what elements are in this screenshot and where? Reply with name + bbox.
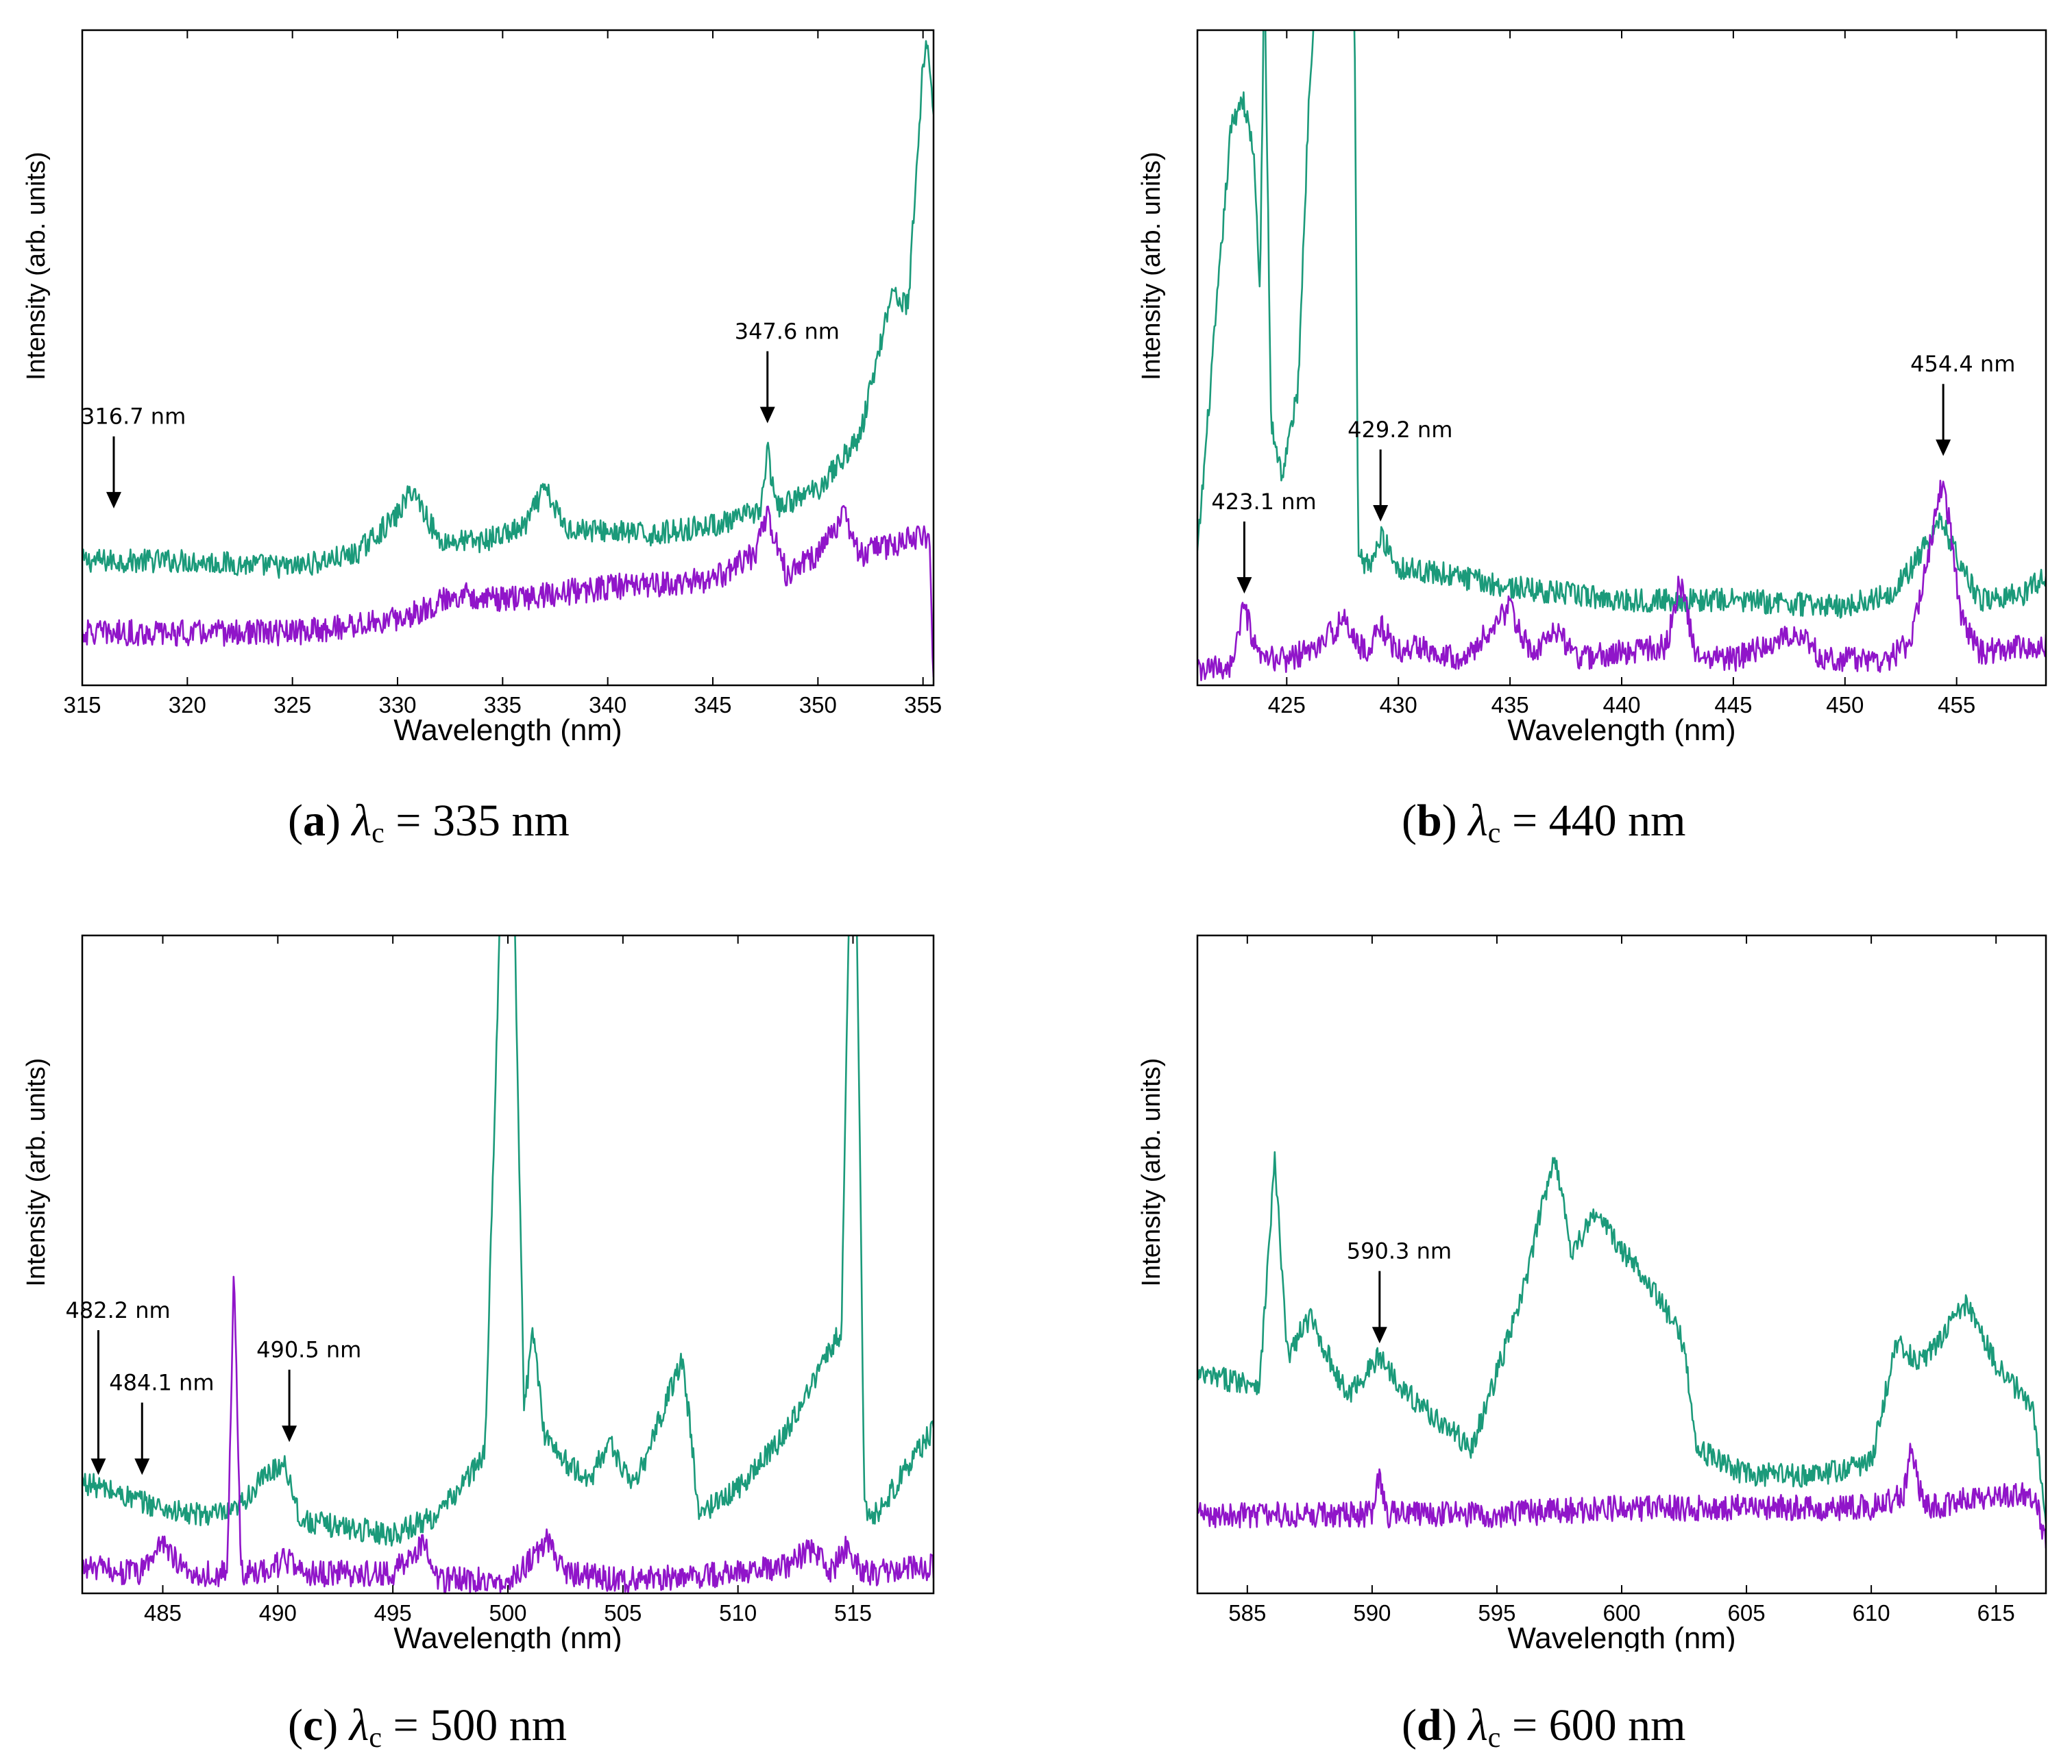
plot-frame-c — [81, 934, 935, 1595]
annotation-label-d-0: 590.3 nm — [1347, 1238, 1452, 1264]
x-tick-label-d-615: 615 — [1977, 1600, 2015, 1626]
x-tick-label-c-510: 510 — [719, 1600, 757, 1626]
series-line-green-d — [1197, 1151, 2046, 1524]
x-tick-label-c-500: 500 — [489, 1600, 526, 1626]
x-tick-label-a-350: 350 — [799, 692, 837, 718]
chart-d-svg: 585 590 595 600 605 610 615 Wavelength (nm) Inte… — [1137, 934, 2047, 1652]
series-line-purple-c — [82, 1275, 934, 1593]
annotation-arrow-head-b-0 — [1236, 577, 1252, 594]
chart-panel-b: 425 430 435 440 445 450 455 Wavelength (nm) Inte… — [1131, 21, 2063, 747]
x-tick-label-c-495: 495 — [374, 1600, 412, 1626]
chart-panel-a: 315 320 325 330 335 340 345 350 355 Wavelength (n… — [14, 21, 973, 747]
x-axis-label-a: Wavelength (nm) — [393, 713, 622, 747]
annotation-label-b-2: 454.4 nm — [1910, 351, 2015, 377]
x-tick-label-d-585: 585 — [1228, 1600, 1266, 1626]
x-tick-label-a-315: 315 — [63, 692, 101, 718]
series-line-purple-d — [1197, 1443, 2046, 1549]
annotation-arrow-head-d-0 — [1372, 1327, 1387, 1344]
chart-a-svg: 315 320 325 330 335 340 345 350 355 Wavelength (n… — [22, 29, 942, 747]
caption-a: (a) λc = 335 nm — [288, 796, 570, 849]
x-tick-label-d-600: 600 — [1602, 1600, 1640, 1626]
y-axis-label-c: Intensity (arb. units) — [22, 1058, 51, 1287]
x-tick-label-a-345: 345 — [694, 692, 731, 718]
annotation-arrow-head-a-0 — [106, 491, 121, 509]
series-line-purple-a — [82, 504, 934, 678]
x-tick-label-c-505: 505 — [604, 1600, 642, 1626]
x-tick-label-c-515: 515 — [834, 1600, 872, 1626]
chart-panel-d: 585 590 595 600 605 610 615 Wavelength (nm) Inte… — [1131, 925, 2063, 1652]
annotation-label-b-1: 429.2 nm — [1348, 417, 1452, 443]
x-tick-label-b-435: 435 — [1491, 692, 1529, 718]
series-line-purple-b — [1197, 480, 2046, 681]
annotation-arrow-head-c-2 — [282, 1425, 297, 1443]
annotation-label-c-0: 482.2 nm — [65, 1297, 170, 1323]
x-axis-label-d: Wavelength (nm) — [1507, 1621, 1735, 1652]
x-tick-label-b-445: 445 — [1714, 692, 1752, 718]
series-line-green-c — [82, 935, 934, 1547]
chart-b-svg: 425 430 435 440 445 450 455 Wavelength (nm) Inte… — [1137, 29, 2047, 747]
x-tick-label-a-320: 320 — [169, 692, 206, 718]
annotation-arrow-head-c-1 — [134, 1458, 150, 1475]
x-tick-label-d-610: 610 — [1853, 1600, 1890, 1626]
annotation-arrow-head-b-1 — [1373, 505, 1389, 522]
annotation-arrow-head-b-2 — [1936, 439, 1951, 456]
plot-frame-a — [81, 29, 935, 687]
y-axis-label-b: Intensity (arb. units) — [1137, 151, 1166, 380]
annotation-label-c-1: 484.1 nm — [109, 1370, 214, 1396]
x-tick-label-b-440: 440 — [1602, 692, 1640, 718]
x-tick-label-a-355: 355 — [904, 692, 942, 718]
annotation-label-a-1: 347.6 nm — [735, 318, 840, 344]
x-tick-label-b-425: 425 — [1268, 692, 1306, 718]
annotation-label-b-0: 423.1 nm — [1211, 489, 1316, 515]
x-tick-label-a-340: 340 — [589, 692, 626, 718]
series-line-green-b — [1197, 30, 2046, 619]
y-axis-label-a: Intensity (arb. units) — [22, 151, 51, 380]
annotation-arrow-head-a-1 — [759, 406, 775, 424]
annotation-label-a-0: 316.7 nm — [81, 404, 186, 430]
x-tick-label-a-335: 335 — [484, 692, 522, 718]
x-tick-label-d-595: 595 — [1478, 1600, 1515, 1626]
x-tick-label-c-490: 490 — [259, 1600, 297, 1626]
x-axis-label-b: Wavelength (nm) — [1507, 713, 1735, 747]
chart-panel-c: 485 490 495 500 505 510 515 Wavelength (nm) Inte… — [14, 925, 973, 1652]
caption-c: (c) λc = 500 nm — [288, 1700, 568, 1754]
annotation-arrow-head-c-0 — [90, 1458, 106, 1475]
x-tick-label-b-430: 430 — [1380, 692, 1417, 718]
x-tick-label-c-485: 485 — [144, 1600, 182, 1626]
x-tick-label-b-450: 450 — [1826, 692, 1864, 718]
x-tick-label-a-330: 330 — [378, 692, 416, 718]
caption-d: (d) λc = 600 nm — [1402, 1700, 1686, 1754]
chart-c-svg: 485 490 495 500 505 510 515 Wavelength (nm) Inte… — [22, 934, 935, 1652]
x-tick-label-a-325: 325 — [273, 692, 311, 718]
series-line-green-a — [82, 40, 934, 579]
y-axis-label-d: Intensity (arb. units) — [1137, 1058, 1166, 1287]
caption-b: (b) λc = 440 nm — [1402, 796, 1686, 849]
annotation-label-c-2: 490.5 nm — [256, 1337, 361, 1363]
x-axis-label-c: Wavelength (nm) — [393, 1621, 622, 1652]
x-tick-label-b-455: 455 — [1938, 692, 1975, 718]
x-tick-label-d-590: 590 — [1353, 1600, 1391, 1626]
x-tick-label-d-605: 605 — [1728, 1600, 1766, 1626]
